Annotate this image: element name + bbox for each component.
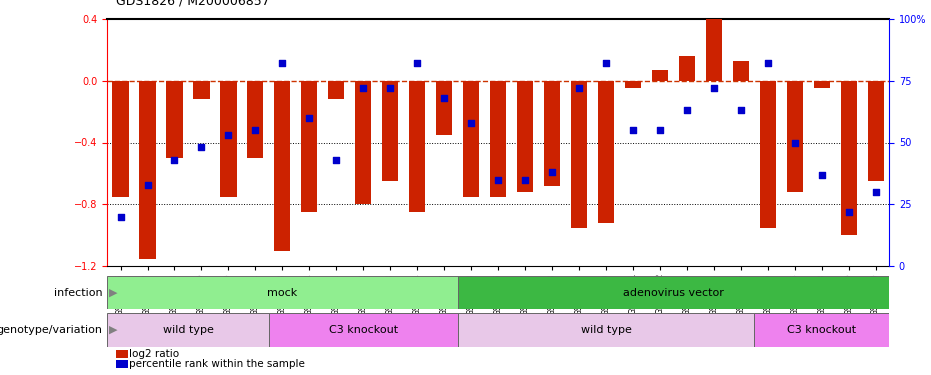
Text: C3 knockout: C3 knockout — [787, 325, 857, 335]
Point — [572, 85, 587, 91]
Point — [383, 85, 398, 91]
Point — [815, 172, 830, 178]
Text: ▶: ▶ — [109, 325, 117, 335]
Bar — [490, 81, 506, 196]
Bar — [679, 56, 695, 81]
Point — [329, 157, 344, 163]
Text: wild type: wild type — [581, 325, 631, 335]
Bar — [107, 313, 269, 347]
Bar — [355, 81, 371, 204]
Bar — [706, 19, 722, 81]
Bar — [517, 81, 533, 192]
Bar — [841, 81, 857, 236]
Bar — [733, 60, 749, 81]
Bar — [269, 313, 458, 347]
Point — [275, 60, 290, 66]
Bar — [544, 81, 560, 186]
Point — [356, 85, 371, 91]
Point — [437, 95, 452, 101]
Bar — [382, 81, 398, 181]
Bar — [248, 81, 263, 158]
Bar — [458, 276, 889, 309]
Bar — [571, 81, 587, 228]
Text: percentile rank within the sample: percentile rank within the sample — [129, 359, 305, 369]
Point — [491, 177, 506, 183]
Point — [113, 214, 128, 220]
Point — [761, 60, 776, 66]
Text: genotype/variation: genotype/variation — [0, 325, 102, 335]
Bar — [140, 81, 155, 258]
Bar — [760, 81, 776, 228]
Bar — [194, 81, 209, 99]
Bar — [787, 81, 803, 192]
Point — [734, 107, 749, 113]
Point — [518, 177, 533, 183]
Text: wild type: wild type — [163, 325, 213, 335]
Point — [680, 107, 695, 113]
Bar — [107, 276, 458, 309]
Text: ▶: ▶ — [109, 288, 117, 297]
Point — [545, 169, 560, 175]
Bar — [275, 81, 290, 251]
Text: GDS1826 / M200006857: GDS1826 / M200006857 — [116, 0, 270, 8]
Point — [221, 132, 236, 138]
Point — [464, 120, 479, 126]
Bar — [329, 81, 344, 99]
Bar — [221, 81, 236, 196]
Point — [140, 182, 155, 188]
Bar — [409, 81, 425, 212]
Point — [842, 209, 857, 215]
Point — [302, 115, 317, 121]
Point — [410, 60, 425, 66]
Text: mock: mock — [267, 288, 298, 297]
Bar — [814, 81, 830, 88]
Bar — [463, 81, 479, 196]
Point — [248, 127, 263, 133]
Point — [653, 127, 668, 133]
Bar — [868, 81, 884, 181]
Bar — [598, 81, 614, 223]
Point — [869, 189, 884, 195]
Point — [707, 85, 722, 91]
Text: infection: infection — [54, 288, 102, 297]
Bar — [302, 81, 317, 212]
Point — [167, 157, 182, 163]
Bar — [113, 81, 128, 196]
Bar — [458, 313, 754, 347]
Point — [788, 140, 803, 146]
Bar — [652, 70, 668, 81]
Bar — [754, 313, 889, 347]
Point — [194, 144, 209, 150]
Point — [599, 60, 614, 66]
Bar — [625, 81, 641, 88]
Text: C3 knockout: C3 knockout — [329, 325, 398, 335]
Bar — [436, 81, 452, 135]
Text: log2 ratio: log2 ratio — [129, 349, 180, 359]
Bar — [167, 81, 182, 158]
Text: adenovirus vector: adenovirus vector — [623, 288, 723, 297]
Point — [626, 127, 641, 133]
